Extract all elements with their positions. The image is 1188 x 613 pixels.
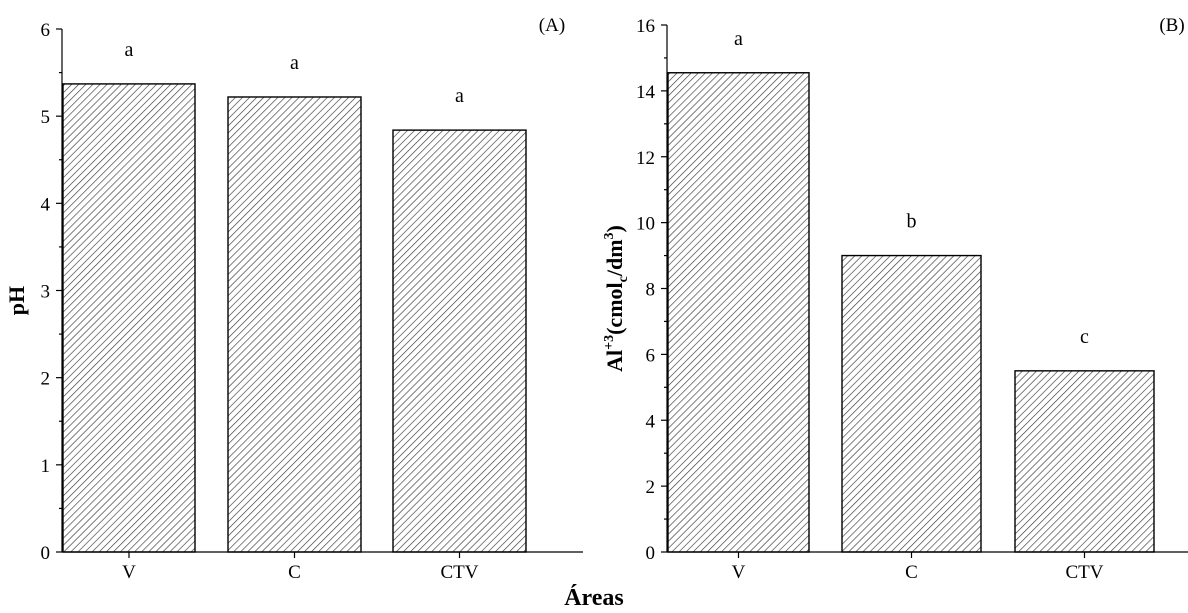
panel-label: (B) <box>1159 15 1184 36</box>
x-tick-label: CTV <box>441 562 479 583</box>
significance-letter: a <box>455 85 464 107</box>
y-axis-title: pH <box>4 286 29 315</box>
y-tick-label: 4 <box>41 194 51 215</box>
y-tick-label: 5 <box>41 107 51 128</box>
shared-x-axis-label: Áreas <box>564 585 624 611</box>
bar-c <box>227 96 362 553</box>
x-tick-label: CTV <box>1066 562 1104 583</box>
bar-ctv <box>1014 370 1155 553</box>
x-tick-label: V <box>122 562 136 583</box>
chart-panel-b: a Vb Cc CTV 0 2 4 6 8 10 12 14 16 (B) Al+3(cmolc/dm3) <box>602 15 1188 583</box>
significance-letter: b <box>907 211 917 233</box>
x-tick-label: V <box>732 562 746 583</box>
bar-v <box>667 72 810 553</box>
chart-panel-a: a Va Ca CTV 0 1 2 3 4 5 6 (A) pH <box>4 15 583 583</box>
y-tick-label: 14 <box>636 82 656 103</box>
x-tick-label: C <box>905 562 918 583</box>
significance-letter: c <box>1080 326 1089 348</box>
y-tick-label: 12 <box>636 148 655 169</box>
y-tick-label: 3 <box>41 282 51 303</box>
y-tick-label: 0 <box>41 543 51 564</box>
bar-c <box>841 254 982 553</box>
y-tick-label: 16 <box>636 16 655 37</box>
y-axis-title: Al+3(cmolc/dm3) <box>602 225 631 372</box>
y-tick-label: 8 <box>646 280 656 301</box>
y-tick-label: 0 <box>646 543 656 564</box>
y-tick-label: 4 <box>646 411 656 432</box>
significance-letter: a <box>290 52 299 74</box>
significance-letter: a <box>125 39 134 61</box>
bar-v <box>62 83 196 553</box>
y-tick-label: 10 <box>636 214 655 235</box>
panel-label: (A) <box>539 15 565 36</box>
y-tick-label: 2 <box>646 477 656 498</box>
y-tick-label: 6 <box>646 345 656 366</box>
significance-letter: a <box>734 28 743 50</box>
y-tick-label: 6 <box>41 20 51 41</box>
x-tick-label: C <box>288 562 301 583</box>
y-tick-label: 1 <box>41 456 51 477</box>
y-tick-label: 2 <box>41 369 51 390</box>
bar-ctv <box>392 129 527 553</box>
